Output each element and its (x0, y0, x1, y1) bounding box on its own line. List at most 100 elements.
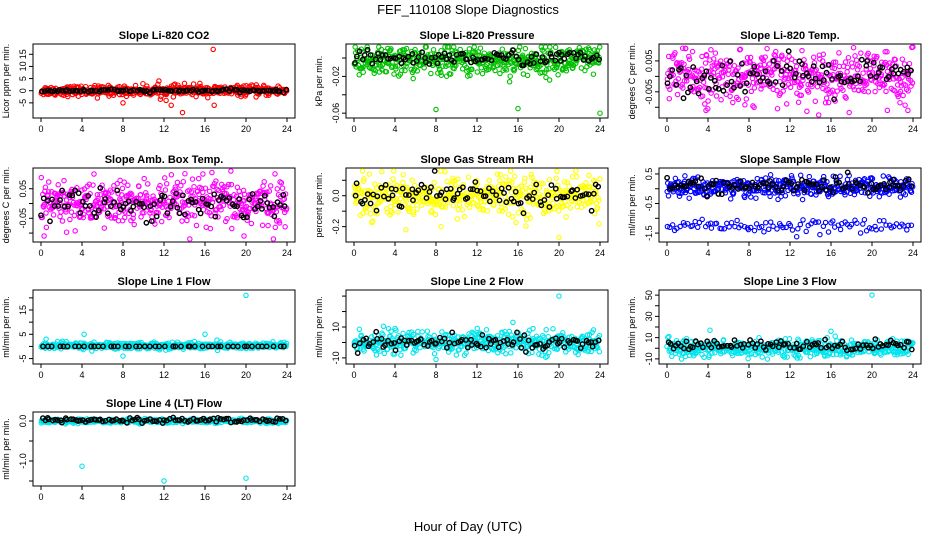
x-tick-label: 12 (472, 124, 482, 134)
data-point (499, 46, 506, 52)
data-point (220, 86, 227, 93)
data-point (763, 219, 769, 226)
data-point (454, 216, 461, 222)
outlier-point (181, 80, 188, 87)
data-point (163, 181, 170, 187)
data-point (126, 191, 133, 198)
data-point (387, 55, 394, 62)
data-point (234, 214, 240, 221)
data-point (702, 101, 708, 107)
data-point (191, 213, 198, 219)
x-tick-label: 24 (595, 370, 605, 380)
data-point (97, 191, 103, 198)
data-point (380, 323, 387, 330)
data-point (548, 182, 555, 189)
data-point (834, 88, 841, 94)
data-point (702, 60, 709, 66)
data-point (367, 200, 374, 207)
data-point (901, 61, 908, 67)
data-point (137, 191, 144, 198)
x-tick-label: 0 (351, 124, 356, 134)
outlier-point (41, 233, 47, 239)
data-point (259, 222, 266, 229)
data-point (705, 85, 712, 92)
x-tick-label: 0 (351, 248, 356, 258)
data-point (127, 190, 134, 196)
data-point (751, 227, 758, 234)
panel-3: Slope Li-820 Temp.degrees C per min.0 4 8 1… (627, 30, 922, 134)
data-point (543, 187, 550, 194)
data-point (102, 87, 109, 93)
data-point (161, 175, 168, 181)
data-point (68, 209, 75, 215)
data-point (816, 79, 823, 86)
data-point (430, 47, 437, 53)
data-point (270, 204, 277, 210)
data-point (89, 87, 96, 94)
data-point (359, 56, 366, 63)
data-point (374, 193, 381, 200)
data-point (735, 65, 741, 71)
outlier-point (211, 102, 217, 109)
data-point (897, 88, 904, 95)
data-point (735, 96, 742, 103)
x-tick-label: 8 (746, 370, 751, 380)
data-point (509, 179, 515, 185)
data-point (728, 78, 735, 85)
data-point (415, 328, 421, 335)
data-point (66, 192, 73, 199)
data-point (569, 187, 576, 194)
data-point (506, 79, 513, 85)
x-tick-label: 0 (38, 248, 43, 258)
plot-frame (32, 289, 296, 365)
x-tick-label: 24 (908, 370, 918, 380)
data-point (414, 68, 421, 74)
data-point (173, 202, 180, 208)
data-point (115, 88, 122, 95)
y-axis-label: ml/min per min. (314, 296, 324, 358)
x-tick-label: 0 (664, 248, 669, 258)
data-point (42, 88, 48, 95)
y-tick-label: 10 (18, 61, 28, 71)
data-point (264, 200, 271, 206)
data-point (356, 48, 363, 55)
data-point (447, 71, 454, 77)
data-point (902, 102, 908, 108)
data-point (179, 192, 186, 199)
data-point (97, 184, 104, 191)
outlier-point (703, 107, 709, 114)
data-point (419, 49, 425, 56)
data-point (586, 46, 593, 53)
data-point (694, 224, 701, 231)
data-point (367, 52, 374, 58)
data-point (764, 45, 770, 52)
x-tick-label: 24 (282, 370, 292, 380)
data-point (683, 72, 690, 79)
x-tick-label: 16 (826, 370, 836, 380)
data-point (594, 52, 600, 59)
data-point (369, 218, 376, 225)
panel-title: Slope Li-820 CO2 (119, 30, 209, 42)
data-point (884, 49, 890, 55)
data-point (555, 72, 561, 78)
data-point (410, 202, 416, 209)
data-point (825, 99, 832, 106)
data-point (864, 58, 871, 64)
data-point (874, 53, 880, 60)
data-point (222, 218, 229, 225)
data-point (850, 44, 857, 51)
y-tick-label: 30 (644, 311, 654, 321)
data-point (810, 54, 817, 61)
data-point (523, 349, 529, 355)
data-point (507, 73, 513, 79)
data-point (819, 63, 826, 70)
data-point (708, 47, 714, 53)
x-tick-label: 4 (705, 124, 710, 134)
data-point (141, 175, 147, 182)
data-point (432, 211, 439, 218)
x-tick-label: 16 (513, 370, 523, 380)
data-point (385, 55, 391, 62)
data-point (276, 220, 283, 226)
data-point (42, 184, 49, 191)
